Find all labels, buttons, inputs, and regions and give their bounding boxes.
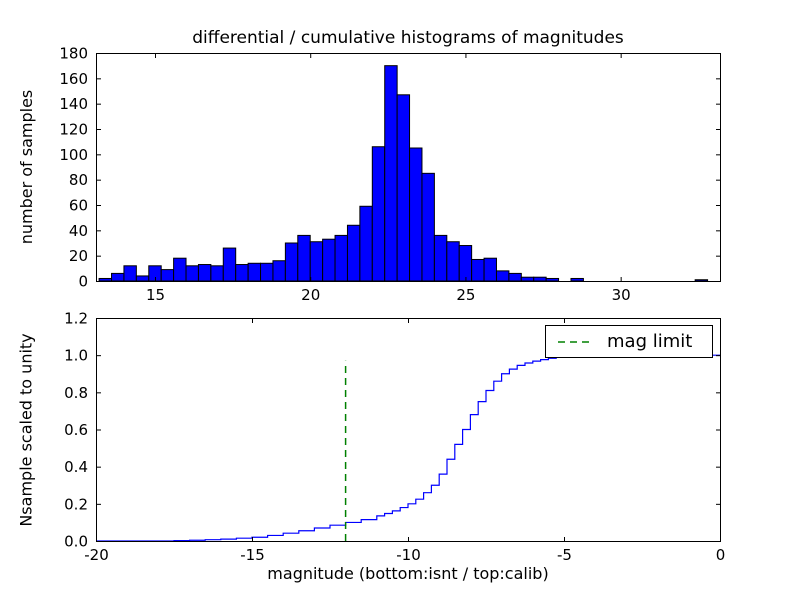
histogram-bar (322, 238, 336, 282)
histogram-bar (247, 262, 262, 282)
y-tick-label: 120 (59, 121, 88, 139)
histogram-bar (309, 241, 324, 282)
axes-frame (96, 53, 721, 282)
histogram-bar (520, 276, 535, 282)
legend: mag limit (545, 325, 713, 358)
y-tick-label: 80 (69, 171, 88, 189)
x-tick-label: 25 (456, 286, 475, 304)
x-axis-label: magnitude (bottom:isnt / top:calib) (267, 564, 549, 583)
histogram-bar (297, 234, 311, 282)
y-tick-label: 40 (69, 222, 88, 240)
legend-label: mag limit (607, 331, 693, 352)
y-tick-label: 180 (59, 45, 88, 63)
axes-frame (96, 318, 721, 542)
histogram-bar (284, 242, 299, 282)
y-tick-label: 0.6 (64, 421, 88, 439)
histogram-bar (433, 234, 448, 282)
y-tick-label: 0.2 (64, 495, 88, 513)
histogram-bar (222, 247, 237, 282)
histogram-bar (359, 205, 373, 282)
histogram-bar (396, 94, 411, 282)
y-tick-label: 100 (59, 146, 88, 164)
histogram-bar (210, 265, 224, 282)
histogram-bar (694, 279, 709, 282)
y-tick-label: 160 (59, 70, 88, 88)
histogram-bar (346, 224, 361, 282)
y-tick-label: 1.2 (64, 310, 88, 328)
histogram-bar (135, 275, 150, 282)
x-tick-label: 15 (146, 286, 165, 304)
histogram-bar (384, 65, 398, 282)
histogram-bar (272, 260, 286, 282)
histogram-bar (260, 262, 274, 282)
histogram-bar (508, 272, 522, 282)
y-tick-label: 60 (69, 197, 88, 215)
y-tick-label: 0.4 (64, 458, 88, 476)
histogram-bar (235, 264, 249, 282)
y-tick-label: 140 (59, 95, 88, 113)
bottom-y-axis-label: Nsample scaled to unity (16, 333, 36, 527)
histogram-bar (570, 277, 584, 282)
y-tick-label: 1.0 (64, 347, 88, 365)
histogram-bar (409, 147, 423, 282)
y-tick-label: 20 (69, 247, 88, 265)
histogram-bar (111, 272, 125, 282)
x-tick-label: -5 (557, 546, 572, 564)
histogram-bar (421, 172, 435, 282)
histogram-bar (371, 146, 386, 282)
histogram-bar (471, 258, 485, 282)
histogram-bar (458, 245, 473, 282)
histogram-bar (334, 234, 348, 282)
histogram-bar (185, 265, 199, 282)
histogram-bar (98, 277, 113, 282)
x-tick-label: -20 (84, 546, 109, 564)
cumulative-step-line (96, 354, 720, 542)
x-tick-label: 30 (612, 286, 631, 304)
histogram-bar (483, 257, 497, 282)
x-tick-label: 0 (716, 546, 726, 564)
histogram-bar (533, 276, 547, 282)
x-tick-label: 20 (301, 286, 320, 304)
x-tick-label: -10 (396, 546, 421, 564)
figure-title: differential / cumulative histograms of … (192, 28, 624, 48)
histogram-bar (197, 264, 212, 282)
top-y-axis-label: number of samples (17, 89, 36, 245)
y-tick-label: 0.8 (64, 384, 88, 402)
histogram-bar (160, 269, 175, 282)
x-tick-label: -15 (240, 546, 265, 564)
histogram-bar (173, 257, 187, 282)
histogram-bar (495, 270, 510, 282)
y-tick-label: 0 (78, 273, 88, 291)
y-tick-label: 0.0 (64, 533, 88, 551)
histogram-bar (446, 241, 460, 282)
legend-dashed-line-icon (558, 340, 594, 343)
histogram-bar (123, 265, 137, 282)
histogram-bar (545, 277, 560, 282)
